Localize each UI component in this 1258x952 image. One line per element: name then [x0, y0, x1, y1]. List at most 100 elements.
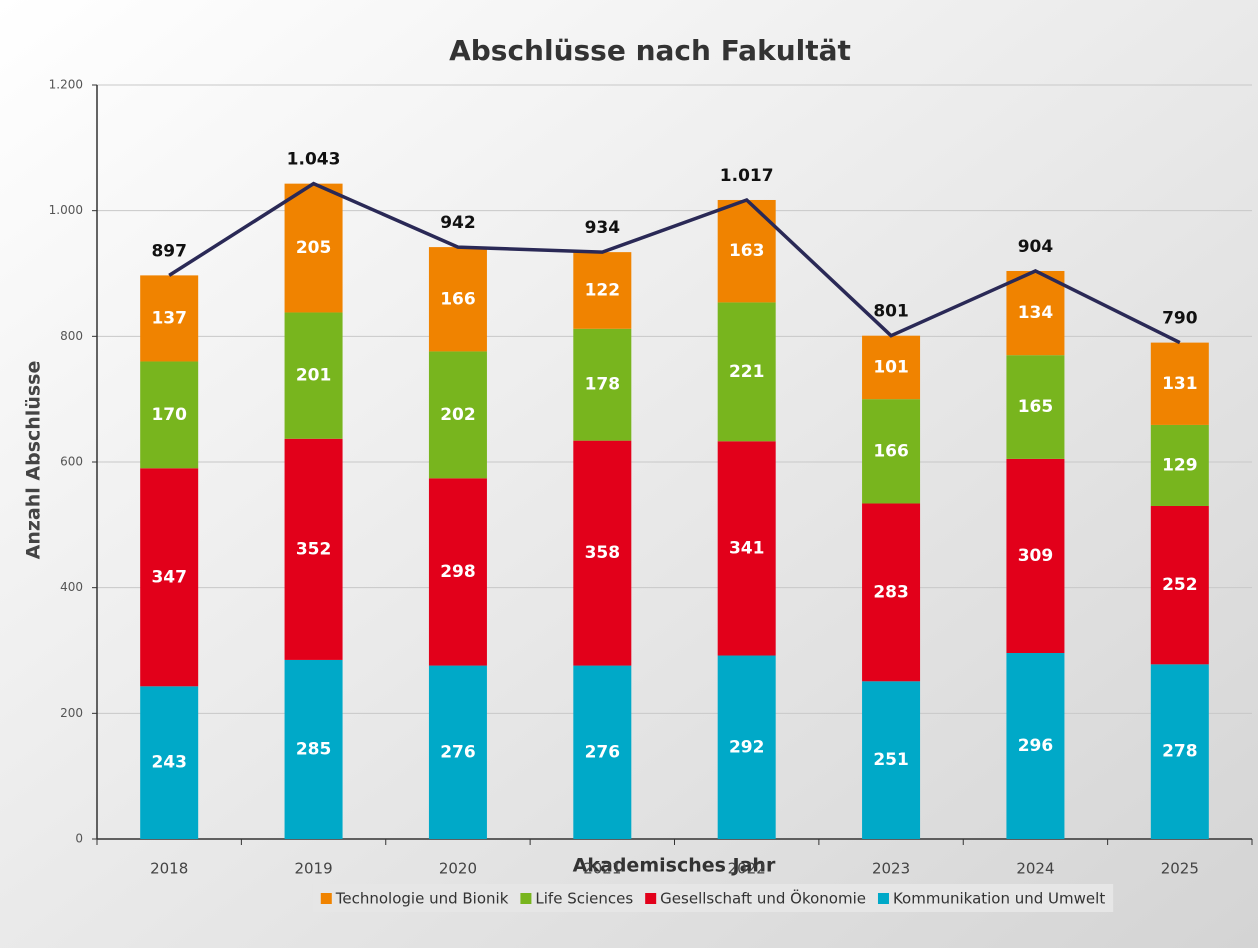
segment-label: 278 [1162, 742, 1198, 762]
bar-segment [428, 247, 487, 352]
segment-label: 352 [296, 539, 332, 559]
bar-segment [862, 503, 921, 682]
x-tick-label: 2021 [583, 860, 621, 878]
y-tick-label: 1.000 [49, 203, 83, 217]
x-axis-label: Akademisches Jahr [573, 855, 776, 877]
segment-label: 166 [440, 289, 476, 309]
legend-label: Life Sciences [535, 890, 633, 908]
segment-label: 221 [729, 362, 765, 382]
bar-segment [140, 275, 199, 362]
bar-segment [573, 328, 632, 441]
segment-label: 122 [585, 280, 621, 300]
bar-segment [1150, 342, 1209, 425]
segment-label: 358 [585, 543, 621, 563]
segment-label: 283 [873, 582, 909, 602]
segment-label: 205 [296, 238, 332, 258]
x-tick-label: 2025 [1161, 860, 1199, 878]
segment-label: 202 [440, 405, 476, 425]
total-label: 904 [1018, 237, 1054, 257]
bar-segment [428, 351, 487, 479]
bar-segment [1150, 424, 1209, 506]
legend-swatch [520, 893, 532, 904]
y-tick-label: 400 [60, 580, 83, 594]
segment-label: 163 [729, 241, 765, 261]
legend-label: Gesellschaft und Ökonomie [660, 889, 866, 908]
bar-segment [428, 665, 487, 839]
total-label: 1.043 [287, 150, 341, 170]
segment-label: 296 [1018, 736, 1054, 756]
segment-label: 166 [873, 441, 909, 461]
bar-segment [140, 361, 199, 469]
bar-segment [1150, 505, 1209, 665]
legend-label: Technologie und Bionik [335, 890, 509, 908]
y-tick-label: 1.200 [49, 78, 83, 92]
bar-segment [862, 681, 921, 839]
total-label: 801 [873, 302, 909, 322]
x-tick-label: 2022 [728, 860, 766, 878]
bar-segment [140, 468, 199, 687]
y-tick-label: 600 [60, 455, 83, 469]
segment-label: 178 [585, 375, 621, 395]
bar-segment [862, 399, 921, 504]
total-line [168, 181, 1181, 345]
bar-segment [573, 665, 632, 839]
y-axis-label: Anzahl Abschlüsse [23, 361, 45, 560]
bar-segment [573, 440, 632, 666]
total-label: 942 [440, 213, 476, 233]
bar-segment [428, 478, 487, 666]
segment-label: 251 [873, 750, 909, 770]
segment-label: 170 [151, 405, 187, 425]
bar-segment [284, 183, 343, 313]
x-tick-label: 2024 [1016, 860, 1054, 878]
bar-segment [140, 686, 199, 839]
bar-segment [717, 655, 776, 839]
y-tick-label: 800 [60, 329, 83, 343]
bar-segment [1006, 270, 1065, 356]
bar-segment [862, 335, 921, 400]
legend-label: Kommunikation und Umwelt [893, 890, 1105, 908]
bar-segment [717, 441, 776, 656]
segment-label: 201 [296, 366, 332, 386]
segment-label: 252 [1162, 575, 1198, 595]
chart-title: Abschlüsse nach Fakultät [449, 34, 851, 67]
total-label: 1.017 [720, 166, 774, 186]
total-label: 790 [1162, 309, 1198, 329]
total-label: 934 [585, 218, 621, 238]
bar-segment [1006, 653, 1065, 839]
x-tick-label: 2023 [872, 860, 910, 878]
segment-label: 298 [440, 562, 476, 582]
total-label: 897 [151, 241, 187, 261]
segment-label: 285 [296, 739, 332, 759]
bar-segment [1150, 664, 1209, 839]
bar-segment [1006, 458, 1065, 654]
segment-label: 101 [873, 357, 909, 377]
y-tick-label: 200 [60, 706, 83, 720]
segment-label: 243 [151, 753, 187, 773]
legend-box [312, 884, 1114, 912]
x-tick-label: 2018 [150, 860, 188, 878]
segment-label: 292 [729, 737, 765, 757]
segment-label: 347 [151, 567, 187, 587]
bar-segment [284, 659, 343, 839]
x-tick-label: 2019 [294, 860, 332, 878]
segment-label: 341 [729, 538, 765, 558]
segment-label: 137 [151, 308, 187, 328]
bar-segment [717, 302, 776, 442]
legend-swatch [645, 893, 657, 904]
bar-segment [1006, 355, 1065, 459]
segment-label: 131 [1162, 374, 1198, 394]
segment-label: 309 [1018, 546, 1054, 566]
y-tick-label: 0 [75, 832, 83, 846]
legend-swatch [877, 893, 889, 904]
bar-segment [284, 438, 343, 660]
segment-label: 129 [1162, 455, 1198, 475]
legend-swatch [320, 893, 332, 904]
segment-label: 276 [440, 742, 476, 762]
segment-label: 165 [1018, 397, 1054, 417]
segment-label: 134 [1018, 303, 1054, 323]
x-tick-label: 2020 [439, 860, 477, 878]
segment-label: 276 [585, 742, 621, 762]
bar-segment [284, 312, 343, 439]
bar-segment [573, 252, 632, 329]
